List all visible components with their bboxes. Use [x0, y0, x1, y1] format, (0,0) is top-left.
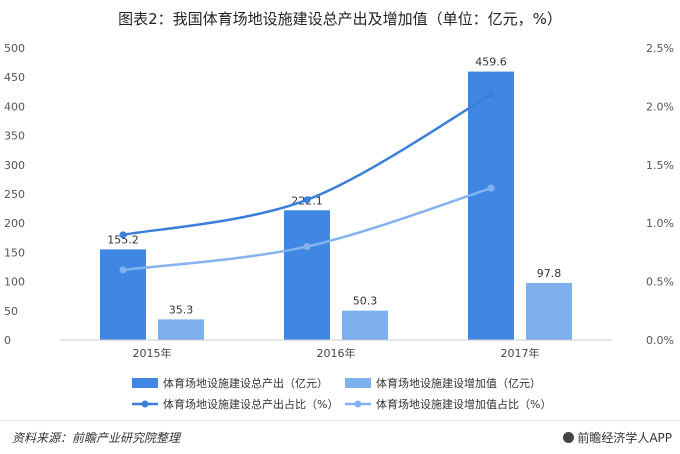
legend-marker: [141, 400, 149, 408]
y-tick-label: 200: [4, 217, 25, 230]
legend-label: 体育场地设施建设总产出占比（%）: [163, 397, 338, 411]
legend-label: 体育场地设施建设总产出（亿元）: [163, 376, 328, 390]
bar-value-label: 155.2: [107, 233, 139, 246]
y2-tick-label: 2.5%: [646, 42, 674, 55]
bars: 155.2222.1459.635.350.397.8: [100, 56, 572, 340]
bar: [342, 310, 388, 340]
legend-label: 体育场地设施建设增加值占比（%）: [376, 397, 551, 411]
y-tick-label: 150: [4, 246, 25, 259]
bar-value-label: 459.6: [475, 56, 507, 69]
x-tick-label: 2017年: [501, 346, 540, 360]
legend-label: 体育场地设施建设增加值（亿元）: [376, 376, 541, 390]
chart: 0 50 100 150 200 250 300 350 400 450 500 0.0% 0.5% 1…: [4, 42, 674, 411]
line-point: [487, 184, 495, 192]
bar-value-label: 97.8: [537, 267, 562, 280]
brand-logo-icon: [563, 432, 575, 443]
bar: [526, 282, 572, 340]
y2-tick-label: 0.5%: [646, 276, 674, 289]
bar: [284, 210, 330, 340]
y-tick-label: 300: [4, 159, 25, 172]
legend-swatch: [345, 378, 371, 388]
footer: 资料来源：前瞻产业研究院整理 前瞻经济学人APP: [0, 420, 680, 454]
chart-title: 图表2：我国体育场地设施建设总产出及增加值（单位：亿元，%）: [118, 10, 562, 28]
brand-label: 前瞻经济学人APP: [563, 429, 672, 446]
y2-tick-label: 1.5%: [646, 159, 674, 172]
y-tick-label: 350: [4, 130, 25, 143]
y-tick-label: 250: [4, 188, 25, 201]
brand-text: 前瞻经济学人APP: [577, 431, 672, 445]
bar-value-label: 35.3: [169, 303, 194, 316]
y-tick-label: 50: [4, 305, 18, 318]
y-tick-label: 500: [4, 42, 25, 55]
y-tick-label: 400: [4, 100, 25, 113]
y2-tick-label: 1.0%: [646, 217, 674, 230]
legend-marker: [354, 400, 362, 408]
line-point: [119, 231, 127, 239]
bar: [100, 249, 146, 340]
line-point: [487, 91, 495, 99]
x-tick-label: 2016年: [317, 346, 356, 360]
y-tick-label: 0: [4, 334, 11, 347]
y-tick-label: 450: [4, 71, 25, 84]
line-point: [303, 243, 311, 251]
x-axis: 2015年 2016年 2017年: [60, 339, 612, 360]
bar-value-label: 50.3: [353, 295, 378, 308]
bar: [468, 71, 514, 340]
lines: [119, 91, 495, 274]
bar: [158, 319, 204, 340]
y-axis-left: 0 50 100 150 200 250 300 350 400 450 500: [4, 42, 25, 347]
line-point: [119, 266, 127, 274]
legend: 体育场地设施建设总产出（亿元） 体育场地设施建设增加值（亿元） 体育场地设施建设总产…: [132, 376, 551, 411]
legend-swatch: [132, 378, 158, 388]
source-note: 资料来源：前瞻产业研究院整理: [12, 431, 181, 445]
y2-tick-label: 0.0%: [646, 334, 674, 347]
x-tick-label: 2015年: [133, 346, 172, 360]
y2-tick-label: 2.0%: [646, 100, 674, 113]
y-axis-right: 0.0% 0.5% 1.0% 1.5% 2.0% 2.5%: [646, 42, 674, 347]
y-tick-label: 100: [4, 276, 25, 289]
line-point: [303, 196, 311, 204]
